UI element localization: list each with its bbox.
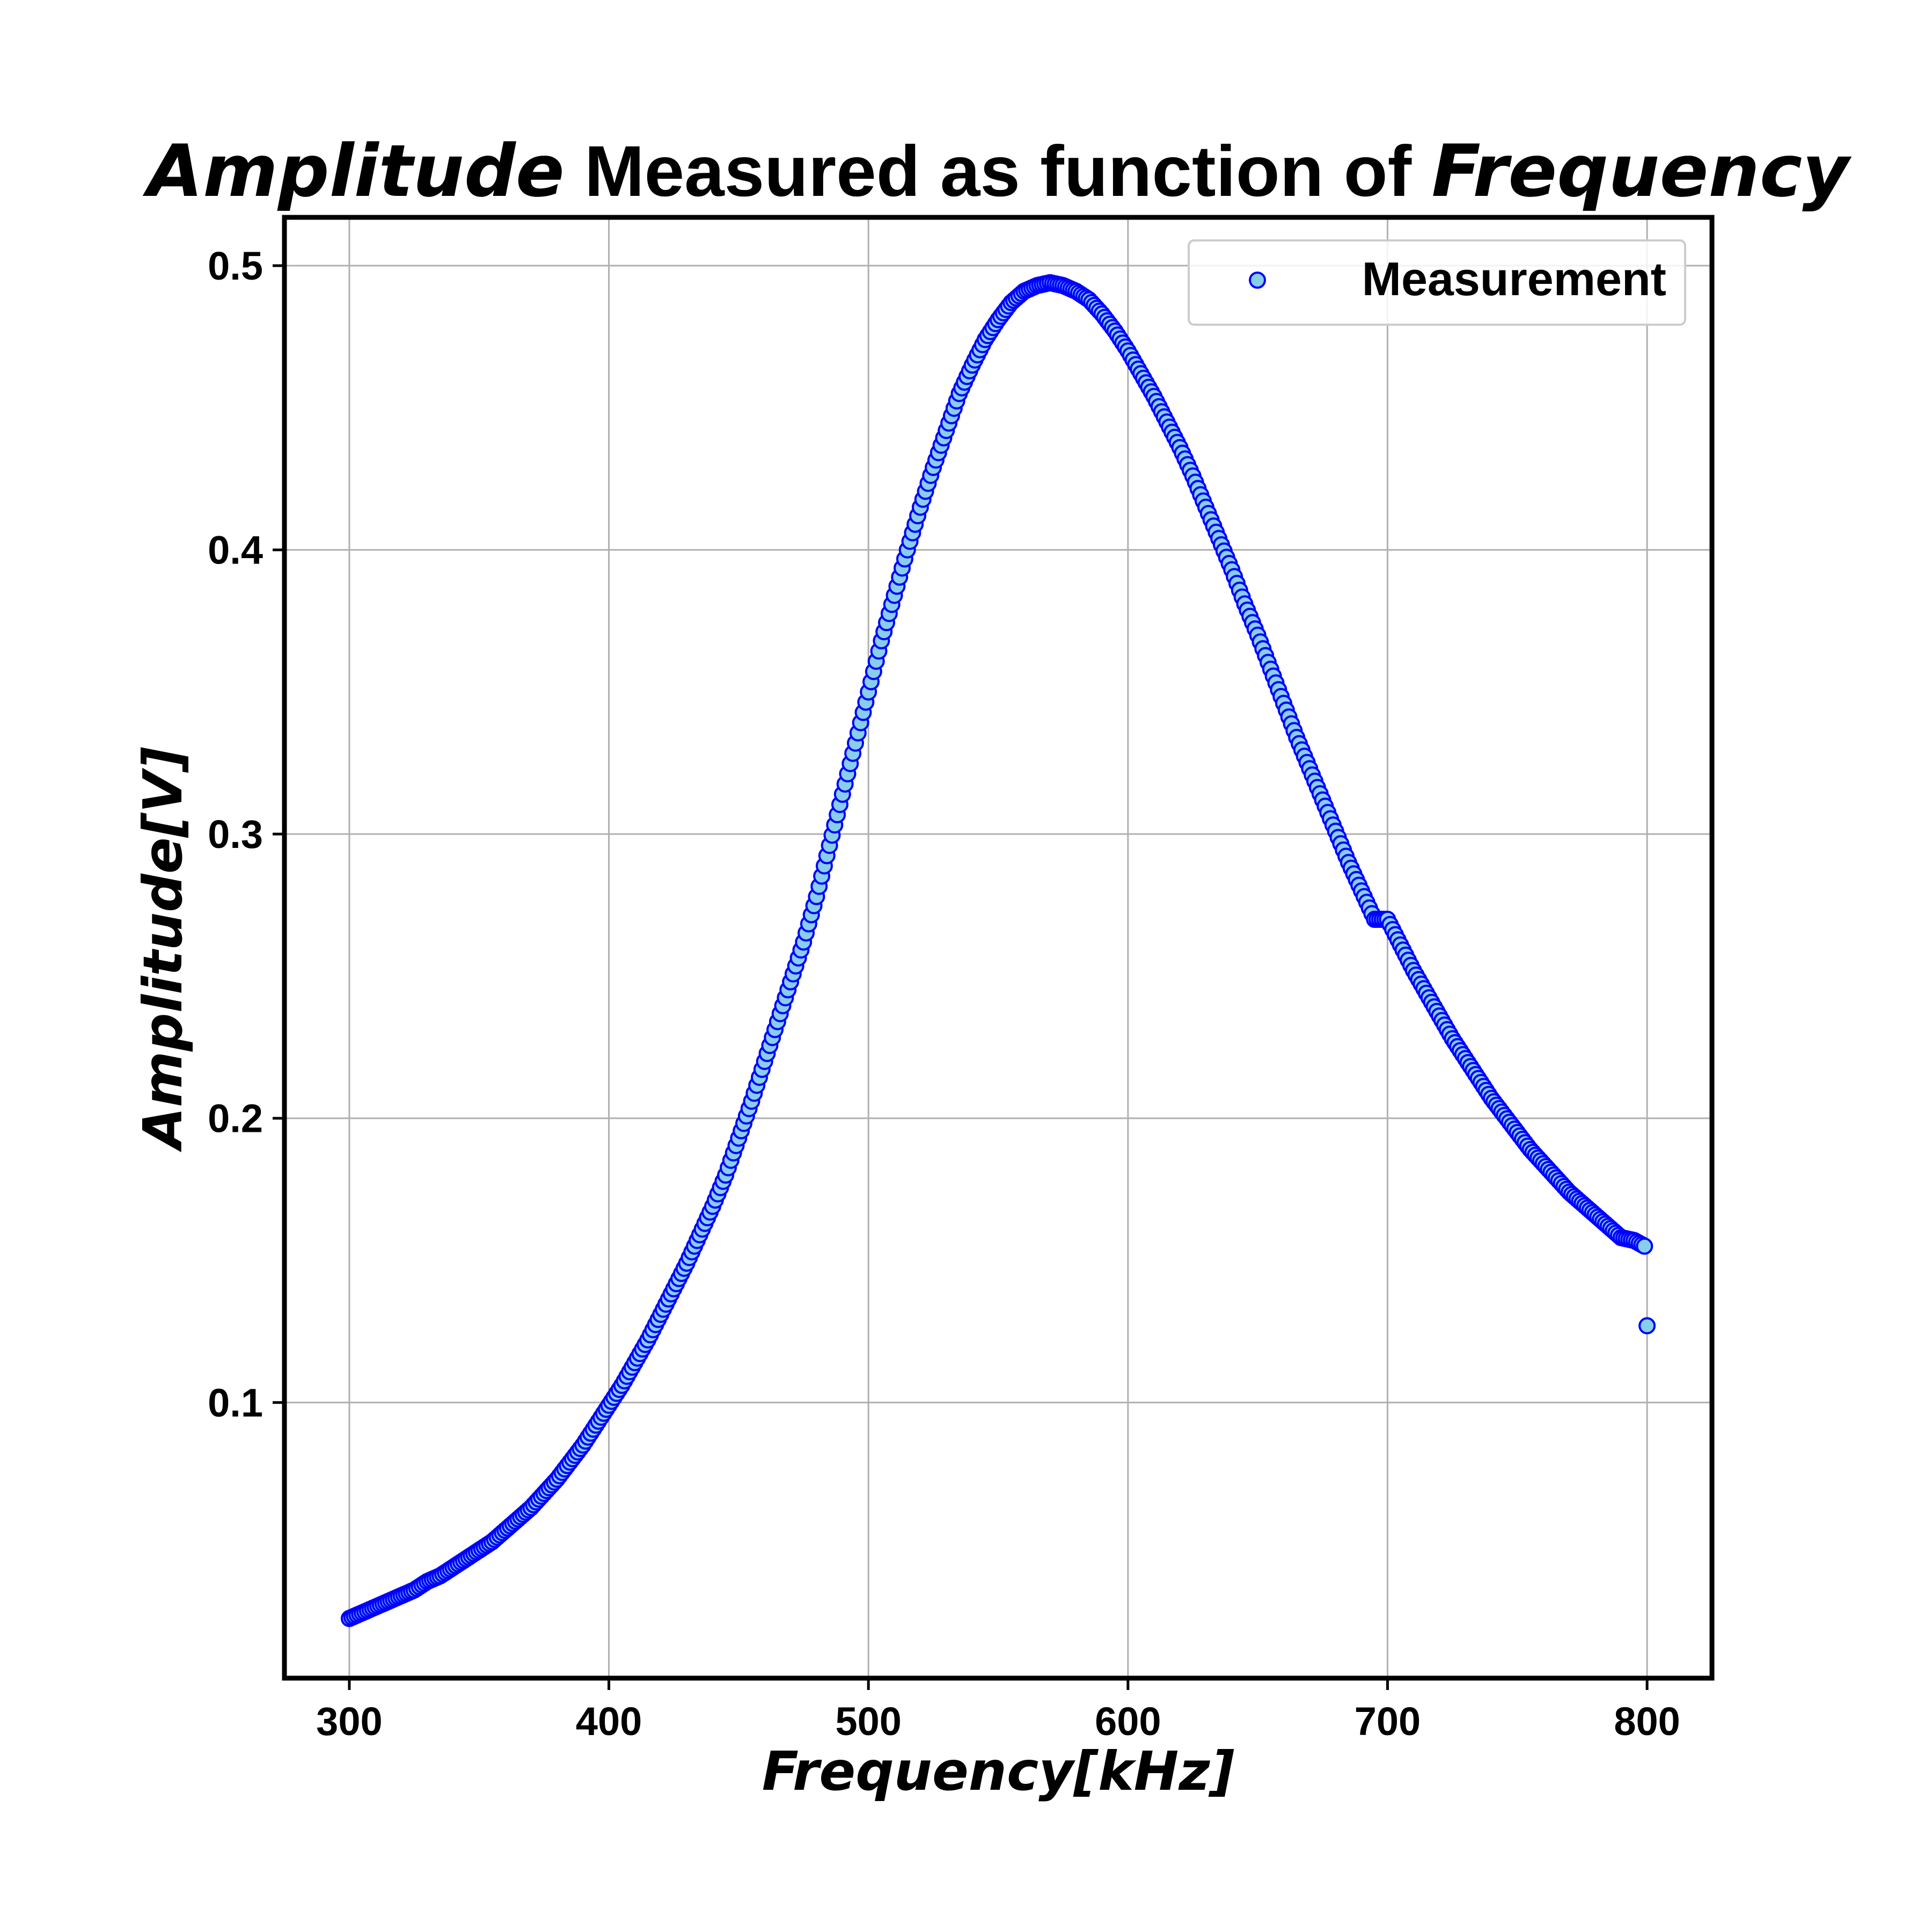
title-part-2: Frequency bbox=[1431, 129, 1852, 213]
y-tick-label-0: 0.1 bbox=[208, 1380, 263, 1425]
plot-frame bbox=[282, 215, 1715, 1681]
chart-title: Amplitude Measured as function of Freque… bbox=[142, 129, 1852, 213]
y-tick-label-4: 0.5 bbox=[208, 244, 263, 288]
grid bbox=[284, 217, 1712, 1678]
data-point bbox=[1636, 1238, 1653, 1255]
y-axis-label: Amplitude[V] bbox=[131, 747, 194, 1153]
x-axis-label: Frequency[kHz] bbox=[762, 1740, 1235, 1803]
x-tick-label-5: 800 bbox=[1614, 1699, 1680, 1744]
legend-box bbox=[1188, 239, 1686, 326]
y-tick-label-1: 0.2 bbox=[208, 1096, 263, 1141]
title-part-0: Amplitude bbox=[142, 129, 564, 213]
data-point bbox=[1638, 1317, 1656, 1335]
legend-label: Measurement bbox=[1362, 252, 1666, 305]
x-tick-label-2: 500 bbox=[835, 1699, 901, 1744]
x-tick-label-0: 300 bbox=[316, 1699, 382, 1744]
legend-marker bbox=[1249, 272, 1266, 289]
x-tick-label-4: 700 bbox=[1355, 1699, 1421, 1744]
y-tick-label-2: 0.3 bbox=[208, 812, 263, 857]
y-tick-label-3: 0.4 bbox=[208, 528, 263, 573]
axis-ticks: 300 400 500 600 700 800 0.1 0.2 0.3 0.4 0.5 bbox=[208, 244, 1680, 1744]
legend: Measurement bbox=[1188, 239, 1686, 326]
x-tick-label-3: 600 bbox=[1095, 1699, 1161, 1744]
title-part-1: Measured as function of bbox=[565, 131, 1432, 211]
x-tick-label-1: 400 bbox=[576, 1699, 642, 1744]
data-points bbox=[340, 274, 1656, 1627]
